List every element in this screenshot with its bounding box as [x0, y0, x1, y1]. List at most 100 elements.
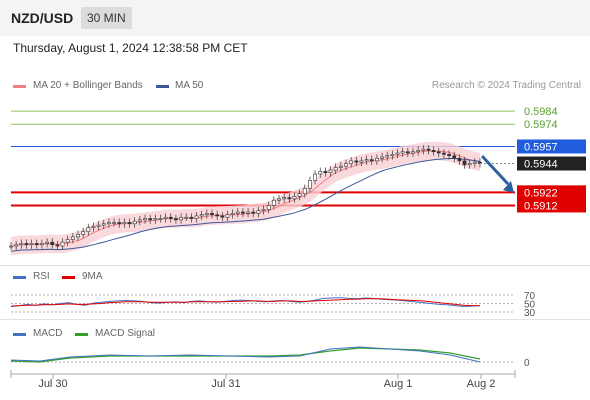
- candle-body: [333, 167, 338, 171]
- candle-body: [431, 150, 436, 153]
- candle-body: [29, 243, 34, 246]
- candle-body: [271, 199, 276, 206]
- candle-body: [34, 243, 39, 246]
- candle-body: [405, 151, 410, 154]
- candle-body: [70, 236, 75, 240]
- candle-body: [380, 156, 384, 159]
- candle-body: [225, 214, 230, 218]
- candle-body: [235, 211, 240, 214]
- candle-body: [101, 223, 106, 226]
- candle-body: [143, 218, 147, 221]
- candle-body: [76, 233, 80, 238]
- candle-body: [385, 155, 390, 158]
- candle-body: [19, 243, 24, 246]
- macd-zero-label: 0: [524, 358, 530, 369]
- candle-body: [168, 216, 173, 219]
- candle-body: [462, 160, 467, 166]
- candle-body: [24, 243, 29, 246]
- candle-body: [251, 211, 256, 214]
- candle-body: [472, 161, 477, 164]
- candle-body: [60, 241, 65, 247]
- forecast-arrowhead: [503, 181, 514, 193]
- rsi-ma-line: [10, 298, 480, 307]
- candle-body: [9, 245, 13, 248]
- legend-rsi-label: RSI: [33, 271, 50, 282]
- candle-body: [338, 165, 343, 168]
- legend-9ma-label: 9MA: [82, 271, 103, 282]
- candle-body: [45, 241, 49, 244]
- candle-body: [297, 193, 302, 197]
- candle-body: [323, 171, 328, 173]
- last-price-tag: [517, 156, 586, 171]
- candle-body: [220, 215, 225, 218]
- candle-body: [400, 151, 405, 154]
- legend-9ma-swatch: [62, 276, 75, 279]
- candle-body: [215, 214, 220, 217]
- panel-divider-macd: [0, 319, 590, 320]
- candle-body: [107, 222, 111, 225]
- candle-body: [302, 188, 307, 194]
- candle-body: [158, 218, 163, 220]
- candle-body: [40, 243, 44, 246]
- candle-body: [292, 195, 297, 200]
- rsi-level-label: 50: [524, 300, 536, 311]
- candle-body: [436, 151, 441, 154]
- candle-body: [359, 160, 364, 163]
- copyright: Research © 2024 Trading Central: [431, 80, 581, 91]
- candle-body: [199, 214, 204, 217]
- candle-body: [127, 222, 132, 225]
- level-label-0.5912: 0.5912: [524, 200, 558, 212]
- candle-body: [287, 197, 292, 200]
- legend-ma50-swatch: [156, 85, 169, 88]
- level-tag-0.5957: [517, 139, 586, 154]
- candle-body: [390, 154, 395, 156]
- ma20-line: [10, 150, 481, 247]
- bollinger-band: [11, 141, 480, 256]
- candle-body: [369, 159, 374, 162]
- rsi-line: [10, 297, 481, 308]
- ma50-line: [10, 158, 481, 252]
- candle-body: [266, 205, 271, 210]
- candle-body: [86, 227, 91, 232]
- candle-body: [179, 216, 183, 221]
- candle-body: [375, 157, 379, 162]
- level-label-0.5957: 0.5957: [524, 141, 558, 153]
- x-tick-label: Aug 1: [384, 378, 413, 390]
- candle-body: [65, 239, 70, 243]
- x-tick-label: Aug 2: [467, 378, 496, 390]
- legend-ma20-label: MA 20 + Bollinger Bands: [33, 80, 143, 91]
- candle-body: [117, 222, 122, 225]
- macd-signal-line: [10, 347, 481, 363]
- candle-body: [313, 173, 317, 181]
- candle-body: [112, 222, 116, 224]
- candle-body: [91, 226, 96, 229]
- legend-macd-signal-swatch: [75, 333, 88, 336]
- pair-title: NZD/USD: [11, 10, 74, 26]
- candle-body: [132, 220, 137, 225]
- candle-body: [261, 209, 266, 211]
- legend-rsi-swatch: [13, 276, 26, 279]
- legend-macd-swatch: [13, 333, 26, 336]
- candle-body: [442, 152, 446, 155]
- candle-body: [50, 241, 55, 246]
- candle-body: [246, 211, 250, 214]
- legend-ma50-label: MA 50: [175, 80, 204, 91]
- candle-body: [230, 213, 235, 215]
- candle-body: [354, 160, 359, 163]
- last-price-label: 0.5944: [524, 159, 558, 171]
- timestamp: Thursday, August 1, 2024 12:38:58 PM CET: [13, 41, 248, 55]
- candle-body: [163, 216, 168, 219]
- legend-macd-signal-label: MACD Signal: [95, 328, 156, 339]
- candle-body: [174, 218, 178, 221]
- candle-body: [189, 216, 194, 219]
- candle-body: [349, 160, 354, 164]
- candle-body: [194, 215, 199, 219]
- x-tick-label: Jul 30: [38, 378, 67, 390]
- candle-body: [318, 171, 323, 175]
- candle-body: [426, 148, 431, 151]
- rsi-level-label: 70: [524, 291, 536, 302]
- timeframe-button[interactable]: 30 MIN: [81, 7, 132, 29]
- candle-body: [344, 163, 348, 167]
